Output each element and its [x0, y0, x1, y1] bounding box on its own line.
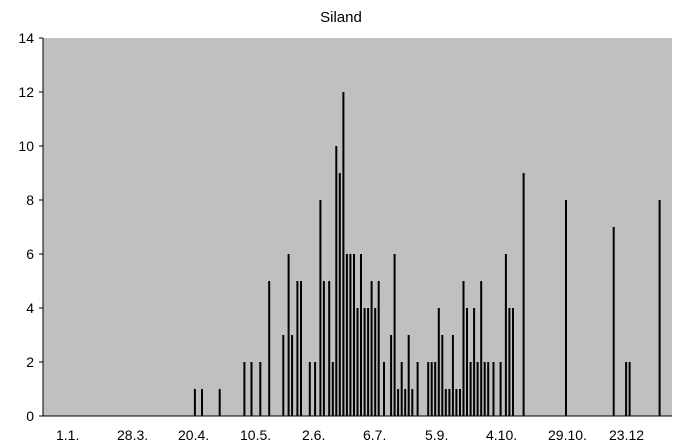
bar [434, 362, 437, 416]
bar [314, 362, 317, 416]
bar [430, 362, 433, 416]
bar [504, 254, 507, 416]
bar [522, 173, 525, 416]
bar [459, 389, 461, 416]
bar [338, 173, 341, 416]
bar [462, 281, 465, 416]
bar [400, 362, 403, 416]
x-tick-label: 10.5. [240, 427, 271, 443]
bar [349, 254, 352, 416]
x-tick-label: 20.4. [178, 427, 209, 443]
bar [383, 362, 385, 416]
bar [455, 389, 458, 416]
y-tick-label: 8 [26, 192, 34, 208]
y-tick-label: 0 [26, 408, 34, 424]
y-tick-label: 6 [26, 246, 34, 262]
bar [427, 362, 430, 416]
bar [360, 254, 362, 416]
x-tick-label: 6.7. [363, 427, 386, 443]
bar [353, 254, 355, 416]
bar [393, 254, 396, 416]
bar [565, 200, 567, 416]
bar [487, 362, 490, 416]
bar [390, 335, 393, 416]
x-tick-label: 29.10. [548, 427, 587, 443]
bar [287, 254, 290, 416]
bar [374, 308, 377, 416]
bar [416, 362, 419, 416]
bar [319, 200, 322, 416]
bar [407, 335, 410, 416]
bar [218, 389, 221, 416]
bar [322, 281, 325, 416]
bar [451, 335, 454, 416]
bar [250, 362, 253, 416]
y-tick-label: 2 [26, 354, 34, 370]
bar [243, 362, 246, 416]
x-tick-label: 5.9. [425, 427, 448, 443]
x-tick-label: 23.12 [609, 427, 644, 443]
bar [411, 389, 414, 416]
bar [658, 200, 661, 416]
bar [363, 308, 366, 416]
bar [335, 146, 338, 416]
bar [308, 362, 311, 416]
bar [342, 92, 345, 416]
bar [628, 362, 631, 416]
bar [345, 254, 348, 416]
bar [512, 308, 514, 416]
y-axis: 0 2 4 6 8 10 12 14 [18, 30, 44, 424]
bar [404, 389, 407, 416]
y-tick-label: 4 [26, 300, 34, 316]
bar [300, 281, 302, 416]
bar [483, 362, 486, 416]
y-tick-label: 14 [18, 30, 34, 46]
bar [476, 362, 479, 416]
bar [466, 308, 468, 416]
chart-title: Siland [320, 9, 362, 26]
x-axis: 1.1. 28.3. 20.4. 10.5. 2.6. 6.7. 5.9. 4.10. 29.1… [43, 415, 672, 443]
y-tick-label: 10 [18, 138, 34, 154]
bar [612, 227, 615, 416]
x-tick-label: 4.10. [486, 427, 517, 443]
bar [397, 389, 400, 416]
bar [625, 362, 628, 416]
bar [508, 308, 511, 416]
bar [473, 308, 476, 416]
bar [296, 281, 299, 416]
x-tick-label: 2.6. [302, 427, 325, 443]
bar [448, 389, 451, 416]
bar [356, 308, 359, 416]
x-tick-label: 1.1. [56, 427, 79, 443]
bar [331, 362, 334, 416]
bar [201, 389, 203, 416]
bar [282, 335, 285, 416]
bar [441, 335, 444, 416]
bar [377, 281, 380, 416]
bar [268, 281, 271, 416]
bar [437, 308, 440, 416]
bar [259, 362, 262, 416]
bar [367, 308, 370, 416]
bar [480, 281, 483, 416]
bar [469, 362, 472, 416]
bar [328, 281, 331, 416]
bar [193, 389, 196, 416]
bars [193, 92, 661, 416]
bar [492, 362, 495, 416]
bar [444, 389, 447, 416]
bar [291, 335, 294, 416]
bar [370, 281, 373, 416]
bar [499, 362, 502, 416]
y-tick-label: 12 [18, 84, 34, 100]
x-tick-label: 28.3. [117, 427, 148, 443]
